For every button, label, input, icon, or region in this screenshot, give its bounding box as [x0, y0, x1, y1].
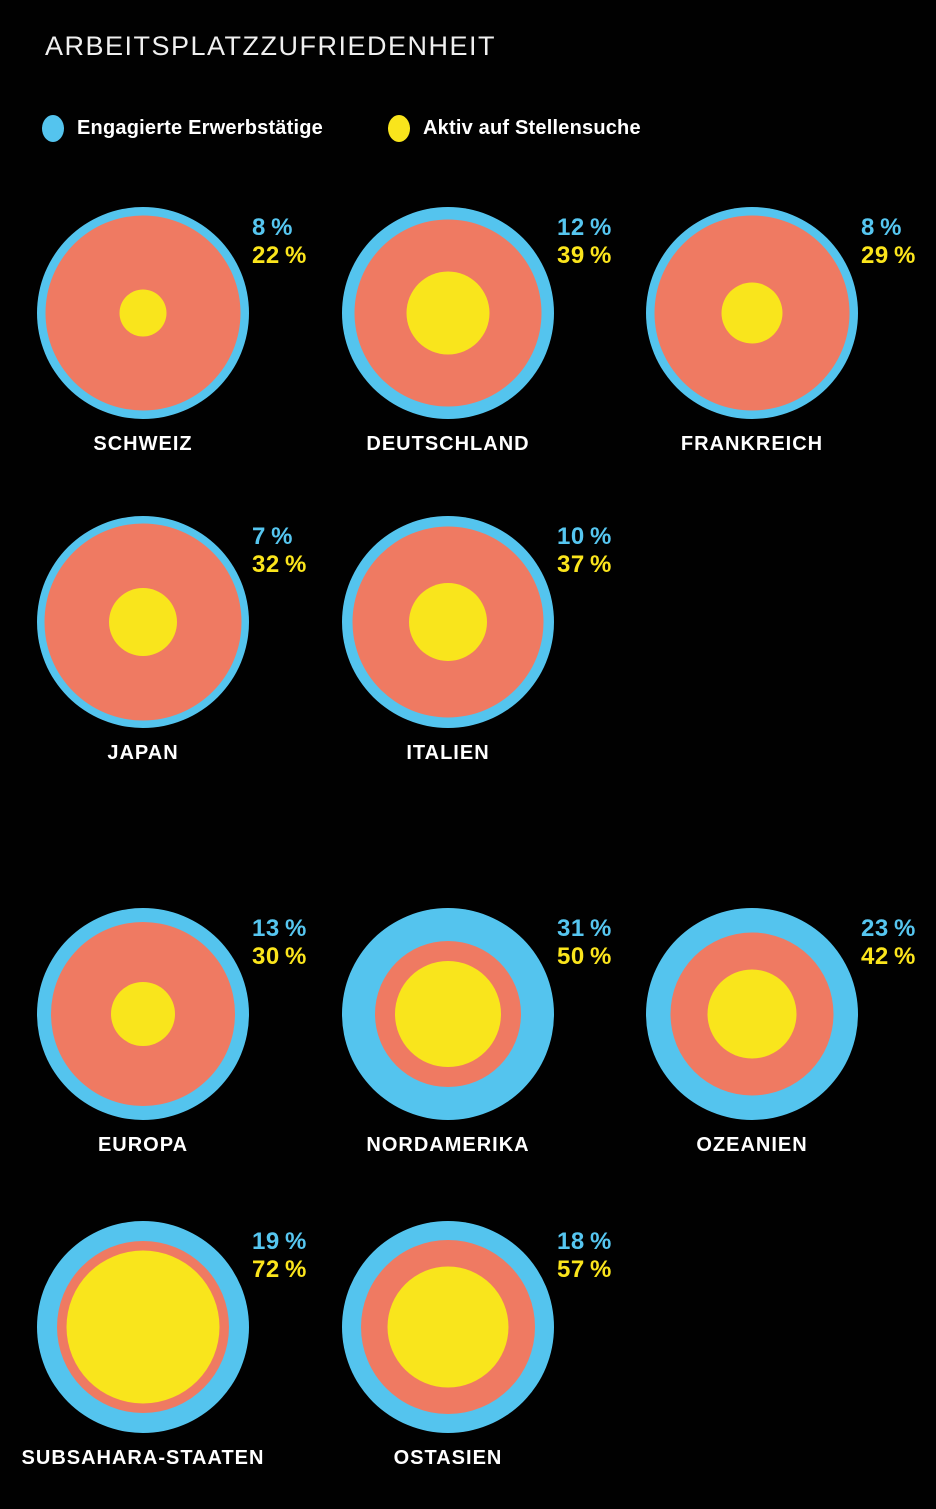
value-block: 19 % 72 %	[252, 1228, 307, 1284]
engaged-legend-dot-icon	[42, 114, 64, 142]
legend-label-engaged: Engagierte Erwerbstätige	[77, 116, 323, 139]
engaged-value: 31 %	[557, 915, 612, 942]
country-cell-ostasien: 18 % 57 % OSTASIEN	[342, 1221, 611, 1469]
country-cell-subsahara-staaten: 19 % 72 % SUBSAHARA-STAATEN	[22, 1221, 306, 1469]
country-label: FRANKREICH	[680, 433, 824, 455]
country-label: SCHWEIZ	[93, 433, 193, 455]
seeking-disc	[707, 969, 797, 1059]
engaged-value: 19 %	[252, 1228, 307, 1255]
seeking-disc	[395, 961, 501, 1067]
seeking-disc	[721, 282, 783, 344]
seeking-legend-dot-icon	[388, 114, 410, 142]
legend-item-seeking: Aktiv auf Stellensuche	[388, 112, 641, 144]
country-cell-nordamerika: 31 % 50 % NORDAMERIKA	[342, 908, 611, 1156]
country-cell-italien: 10 % 37 % ITALIEN	[342, 516, 611, 764]
seeking-disc	[111, 982, 175, 1046]
country-label: ITALIEN	[406, 742, 490, 764]
seeking-value: 29 %	[861, 242, 916, 269]
engaged-value: 12 %	[557, 214, 612, 241]
country-label: EUROPA	[97, 1134, 189, 1156]
country-label: JAPAN	[107, 742, 179, 764]
seeking-value: 30 %	[252, 943, 307, 970]
engaged-value: 10 %	[557, 523, 612, 550]
value-block: 8 % 29 %	[861, 214, 916, 270]
value-block: 23 % 42 %	[861, 915, 916, 971]
seeking-value: 50 %	[557, 943, 612, 970]
engaged-value: 7 %	[252, 523, 293, 550]
value-block: 8 % 22 %	[252, 214, 307, 270]
country-label: OSTASIEN	[393, 1447, 503, 1469]
seeking-value: 32 %	[252, 551, 307, 578]
country-cell-deutschland: 12 % 39 % DEUTSCHLAND	[342, 207, 611, 455]
value-block: 7 % 32 %	[252, 523, 307, 579]
seeking-value: 72 %	[252, 1256, 307, 1283]
engaged-value: 8 %	[861, 214, 902, 241]
country-cell-frankreich: 8 % 29 % FRANKREICH	[646, 207, 915, 455]
value-block: 31 % 50 %	[557, 915, 612, 971]
country-cell-japan: 7 % 32 % JAPAN	[37, 516, 306, 764]
country-cell-ozeanien: 23 % 42 % OZEANIEN	[646, 908, 915, 1156]
engaged-value: 23 %	[861, 915, 916, 942]
engaged-value: 13 %	[252, 915, 307, 942]
seeking-disc	[109, 588, 177, 656]
seeking-disc	[119, 289, 167, 337]
legend-item-engaged: Engagierte Erwerbstätige	[42, 112, 323, 144]
legend-label-seeking: Aktiv auf Stellensuche	[423, 116, 641, 139]
value-block: 18 % 57 %	[557, 1228, 612, 1284]
seeking-disc	[66, 1250, 220, 1404]
page-title: ARBEITSPLATZZUFRIEDENHEIT	[45, 31, 497, 61]
value-block: 13 % 30 %	[252, 915, 307, 971]
country-label: OZEANIEN	[696, 1134, 808, 1156]
seeking-disc	[387, 1266, 509, 1388]
seeking-value: 37 %	[557, 551, 612, 578]
country-cell-europa: 13 % 30 % EUROPA	[37, 908, 306, 1156]
seeking-value: 22 %	[252, 242, 307, 269]
value-block: 12 % 39 %	[557, 214, 612, 270]
country-label: NORDAMERIKA	[366, 1134, 530, 1156]
engaged-value: 18 %	[557, 1228, 612, 1255]
country-label: SUBSAHARA-STAATEN	[21, 1447, 265, 1469]
seeking-disc	[406, 271, 490, 355]
engaged-value: 8 %	[252, 214, 293, 241]
seeking-disc	[409, 583, 487, 661]
country-label: DEUTSCHLAND	[366, 433, 530, 455]
country-cell-schweiz: 8 % 22 % SCHWEIZ	[37, 207, 306, 455]
seeking-value: 57 %	[557, 1256, 612, 1283]
seeking-value: 42 %	[861, 943, 916, 970]
value-block: 10 % 37 %	[557, 523, 612, 579]
seeking-value: 39 %	[557, 242, 612, 269]
